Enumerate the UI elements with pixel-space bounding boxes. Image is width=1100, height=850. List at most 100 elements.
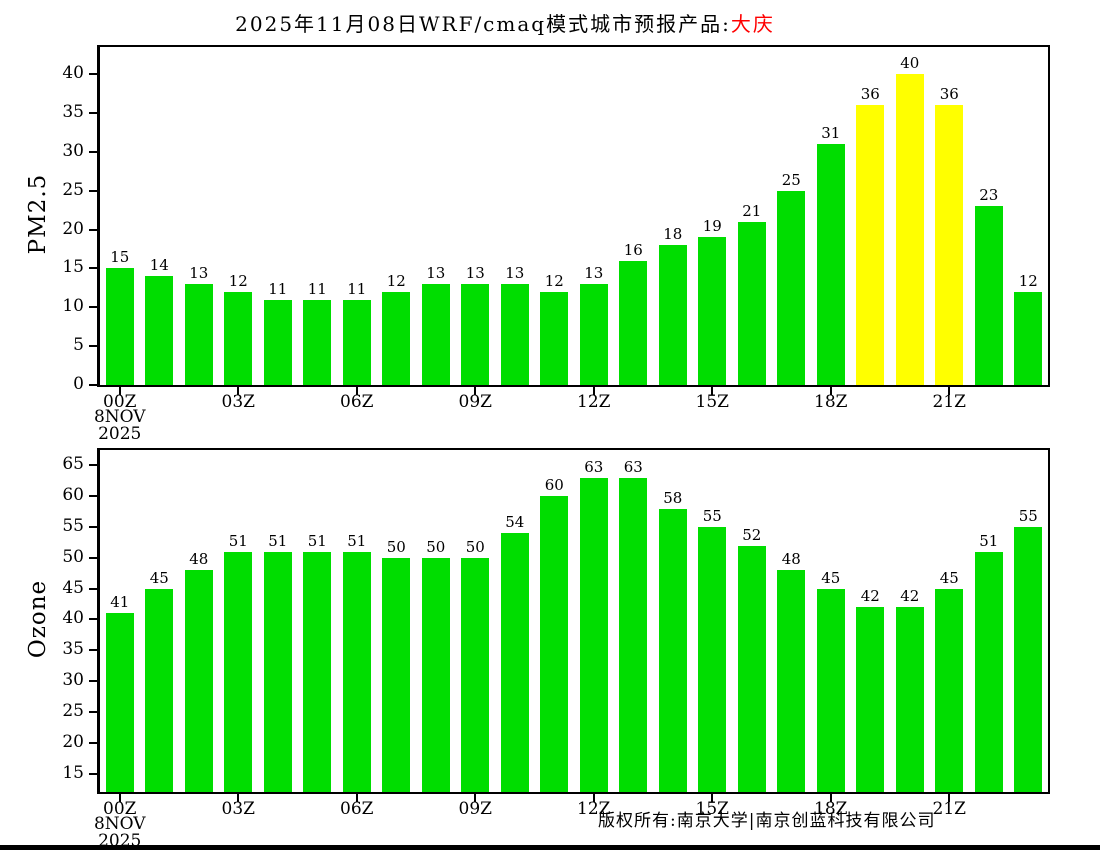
y-tick-mark — [89, 618, 97, 621]
bar — [263, 551, 292, 792]
bar-value-label: 50 — [465, 537, 485, 556]
bottom-edge-line — [0, 845, 1100, 850]
x-tick-mark — [711, 794, 714, 802]
bar — [1014, 527, 1043, 792]
title-city-name: 大庆 — [730, 12, 775, 36]
bar — [303, 299, 332, 385]
bar — [461, 284, 490, 385]
bar-value-label: 48 — [189, 550, 209, 569]
y-tick-label: 25 — [62, 179, 84, 200]
y-tick-label: 15 — [62, 257, 84, 278]
bar — [619, 477, 648, 792]
x-tick-label: 03Z — [221, 392, 255, 412]
bar-value-label: 13 — [426, 264, 446, 282]
bar — [658, 245, 687, 385]
bar-value-label: 13 — [505, 264, 525, 282]
bar-value-label: 48 — [781, 550, 801, 569]
bar-value-label: 23 — [979, 186, 999, 205]
y-tick-label: 40 — [62, 63, 84, 84]
bar-value-label: 52 — [742, 525, 762, 544]
bar — [224, 291, 253, 385]
y-tick-mark — [89, 306, 97, 309]
y-tick-label: 60 — [62, 485, 84, 506]
x-tick-label: 06Z — [340, 392, 374, 412]
bar — [540, 496, 569, 792]
bar — [105, 268, 134, 385]
x-tick-mark — [711, 387, 714, 395]
copyright-text: 版权所有:南京大学|南京创蓝科技有限公司 — [598, 811, 936, 831]
bar-value-label: 21 — [742, 201, 762, 220]
x-tick-mark — [592, 794, 595, 802]
y-tick-label: 45 — [62, 577, 84, 598]
bar — [777, 190, 806, 385]
y-tick-mark — [89, 345, 97, 348]
y-tick-label: 30 — [62, 670, 84, 691]
y-tick-label: 50 — [62, 546, 84, 567]
bar — [698, 237, 727, 385]
y-tick-mark — [89, 228, 97, 231]
x-date-label: 2025 — [98, 424, 142, 444]
bar — [856, 607, 885, 792]
x-tick-label: 15Z — [695, 392, 729, 412]
bar-value-label: 51 — [979, 531, 999, 550]
bar-value-label: 36 — [939, 85, 959, 104]
bar-value-label: 16 — [623, 240, 643, 259]
y-tick-mark — [89, 772, 97, 775]
y-tick-mark — [89, 267, 97, 270]
bar — [105, 613, 134, 792]
bar-value-label: 14 — [149, 256, 169, 275]
bar-value-label: 18 — [663, 225, 683, 244]
bar — [382, 557, 411, 792]
x-tick-mark — [592, 387, 595, 395]
x-tick-mark — [355, 794, 358, 802]
figure-title: 2025年11月08日WRF/cmaq模式城市预报产品:大庆 — [0, 8, 1010, 37]
bar — [540, 291, 569, 385]
pm25-plot-area: 0 5 10 15 20 25 30 35 40 15 14 13 12 11 11 11 12 13 13 13 12… — [62, 45, 1050, 443]
y-tick-label: 55 — [62, 516, 84, 537]
y-tick-mark — [89, 587, 97, 590]
bar-value-label: 40 — [900, 54, 920, 73]
bar — [974, 551, 1003, 792]
bar-value-label: 12 — [544, 271, 564, 290]
bar-value-label: 55 — [1018, 507, 1038, 526]
bar — [263, 299, 292, 385]
bar-value-label: 42 — [900, 587, 920, 606]
bar-value-label: 12 — [228, 271, 248, 290]
x-tick-label: 12Z — [577, 392, 611, 412]
bar — [342, 551, 371, 792]
bar-value-label: 11 — [268, 279, 288, 298]
bar-value-label: 41 — [110, 593, 130, 612]
bar — [935, 105, 964, 385]
bar-value-label: 25 — [781, 170, 801, 189]
bar-value-label: 45 — [149, 568, 169, 587]
bar-value-label: 15 — [110, 248, 130, 267]
bar-value-label: 13 — [189, 264, 209, 282]
bar-value-label: 60 — [544, 476, 564, 495]
ozone-plot-area: 15 20 25 30 35 40 45 50 55 60 65 41 45 48 51 51 51 51 50 50… — [62, 448, 1050, 850]
x-tick-label: 18Z — [814, 799, 848, 819]
bar-value-label: 36 — [860, 85, 880, 104]
y-tick-label: 35 — [62, 639, 84, 660]
x-tick-mark — [474, 387, 477, 395]
bar — [500, 533, 529, 792]
bar — [935, 588, 964, 792]
y-tick-label: 65 — [62, 454, 84, 475]
bar — [579, 284, 608, 385]
bar-value-label: 45 — [821, 568, 841, 587]
y-tick-mark — [89, 710, 97, 713]
x-tick-label: 09Z — [458, 799, 492, 819]
x-tick-label: 21Z — [932, 799, 966, 819]
bar — [1014, 291, 1043, 385]
x-date-label: 8NOV — [93, 407, 146, 427]
bar — [619, 260, 648, 385]
bar-value-label: 13 — [465, 264, 485, 282]
bar — [777, 570, 806, 792]
x-tick-mark — [829, 387, 832, 395]
bar — [421, 557, 450, 792]
y-tick-mark — [89, 112, 97, 115]
y-tick-mark — [89, 464, 97, 467]
y-tick-mark — [89, 649, 97, 652]
bar-value-label: 63 — [623, 457, 643, 476]
x-tick-label: 09Z — [458, 392, 492, 412]
x-tick-label: 15Z — [695, 799, 729, 819]
